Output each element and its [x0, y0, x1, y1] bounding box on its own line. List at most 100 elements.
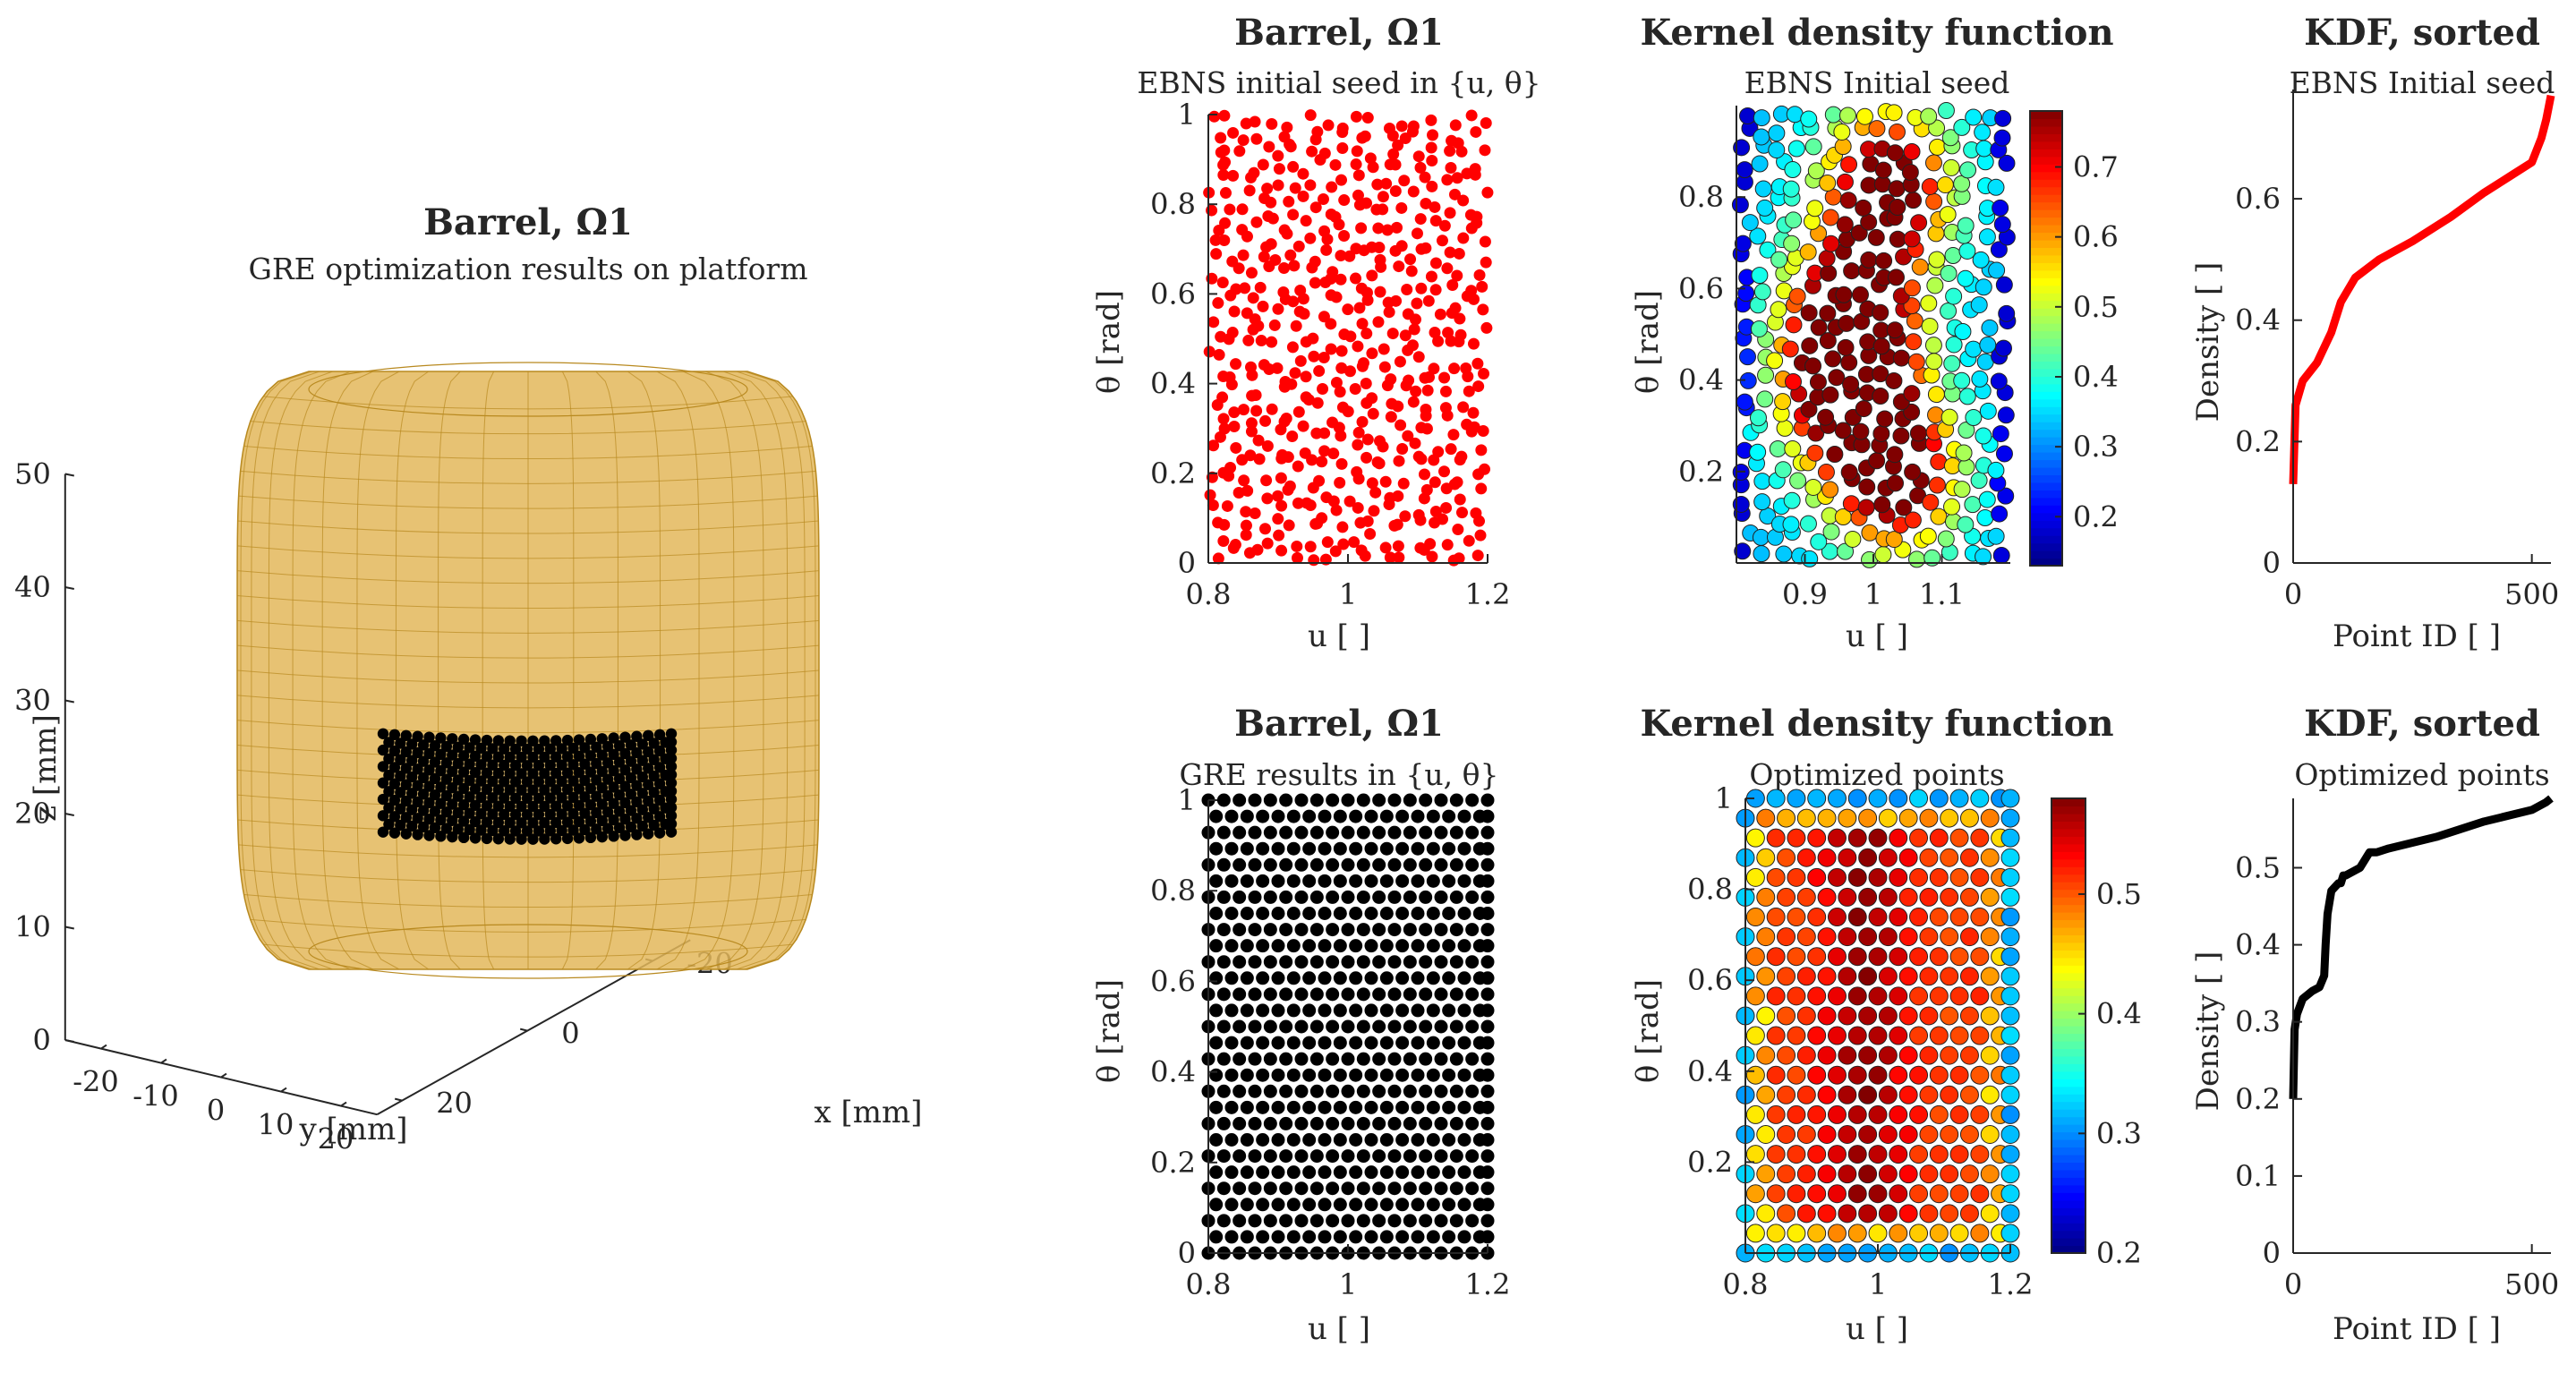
kdf-optimized-point	[1949, 1065, 1969, 1085]
gre-point	[1309, 793, 1324, 807]
gre-point	[1286, 1133, 1301, 1147]
gre-point	[1465, 890, 1480, 904]
y-tick-label: 0.2	[1150, 1146, 1196, 1180]
kdf-optimized-point	[1929, 1184, 1949, 1204]
patch-point	[608, 831, 619, 842]
patch-point	[383, 753, 395, 764]
gre-point	[1224, 1068, 1239, 1082]
kdf-initial-point	[1892, 349, 1910, 367]
kdf-initial-point	[1923, 549, 1941, 567]
seed-point	[1318, 352, 1330, 364]
seed-point	[1387, 148, 1400, 160]
patch-point	[625, 772, 637, 784]
x-tick-label: 0	[2284, 577, 2302, 611]
seed-point	[1292, 497, 1304, 509]
patch-point	[550, 735, 562, 746]
gre-point	[1248, 793, 1262, 807]
gre-point	[1240, 841, 1254, 856]
x-tick-mark	[394, 1097, 403, 1102]
colorbar-cell	[2051, 821, 2086, 830]
seed-point	[1380, 177, 1393, 190]
seed-point	[1261, 537, 1274, 550]
mesh-meridian	[736, 371, 806, 970]
patch-point	[464, 807, 475, 819]
gre-point	[1240, 1068, 1254, 1082]
gre-point	[1411, 1003, 1425, 1018]
kdf-optimized-point	[1889, 789, 1908, 808]
kdf-optimized-point	[1919, 1204, 1939, 1224]
kdf-optimized-point	[1745, 986, 1765, 1006]
seed-point	[1229, 539, 1241, 551]
patch-point	[469, 832, 482, 844]
seed-point	[1309, 201, 1322, 214]
patch-point	[561, 767, 574, 779]
seed-point	[1301, 497, 1313, 509]
patch-point	[539, 751, 550, 763]
gre-point	[1248, 1181, 1262, 1196]
x-tick-label: 500	[2504, 1267, 2559, 1301]
kdf-initial-point	[1738, 348, 1756, 366]
patch-point	[643, 795, 654, 807]
gre-point	[1209, 1068, 1224, 1082]
gre-point	[1271, 1198, 1285, 1212]
patch-point	[435, 814, 447, 826]
colorbar-cell	[2030, 376, 2062, 385]
seed-point	[1396, 442, 1409, 455]
colorbar-cell	[2051, 1040, 2086, 1049]
gre-point	[1411, 939, 1425, 953]
patch-point	[406, 804, 418, 815]
gre-point	[1294, 987, 1309, 1002]
seed-point	[1429, 284, 1442, 296]
kdf-optimized-point	[1817, 887, 1837, 907]
patch-point	[584, 831, 597, 844]
seed-point	[1277, 286, 1290, 298]
patch-point	[395, 738, 406, 749]
kdf-initial-point	[1976, 508, 1994, 526]
gre-point	[1356, 857, 1370, 872]
gre-point	[1480, 890, 1495, 904]
kdf-optimized-point	[1919, 887, 1939, 907]
patch-point	[388, 794, 401, 806]
colorbar-cell	[2030, 225, 2062, 234]
kdf-optimized-point	[1919, 1164, 1939, 1184]
seed-point	[1228, 420, 1241, 432]
patch-point	[499, 825, 510, 837]
patch-point	[665, 818, 678, 830]
kdf-initial-point	[1939, 206, 1957, 224]
patch-point	[412, 780, 423, 791]
seed-point	[1334, 386, 1346, 398]
y-tick-label: 0.4	[2235, 928, 2281, 962]
seed-point	[1283, 195, 1295, 208]
gre-point	[1449, 1116, 1463, 1130]
seed-point	[1406, 339, 1419, 352]
gre-point	[1372, 1116, 1386, 1130]
gre-point	[1457, 874, 1471, 888]
kdf-initial-point	[1994, 109, 2012, 127]
colorbar-cell	[2051, 926, 2086, 935]
seed-point	[1249, 115, 1261, 128]
seed-point	[1241, 484, 1254, 497]
x-tick-label: 1	[1339, 577, 1357, 611]
colorbar-cell	[2030, 505, 2062, 514]
seed-point	[1395, 201, 1408, 214]
seed-point	[1425, 270, 1437, 283]
kdf-initial-point	[1888, 123, 1906, 141]
kdf-initial-point	[1852, 422, 1870, 440]
kdf-optimized-point	[1777, 1204, 1796, 1224]
seed-point	[1318, 311, 1330, 323]
kdf-initial-point	[1732, 495, 1750, 513]
gre-point	[1403, 825, 1417, 840]
seed-point	[1210, 248, 1223, 260]
x-tick-label: 1	[1339, 1267, 1357, 1301]
gre-point	[1256, 1165, 1270, 1180]
seed-point	[1300, 391, 1312, 404]
y-tick-label: 0.2	[2235, 1082, 2281, 1116]
kdf-optimized-point	[1929, 1026, 1949, 1045]
patch-point	[608, 748, 619, 761]
gre-point	[1209, 1165, 1224, 1180]
gre-point	[1480, 987, 1495, 1002]
seed-point	[1245, 267, 1258, 279]
seed-point	[1463, 534, 1475, 547]
gre-point	[1286, 907, 1301, 920]
seed-point	[1455, 450, 1468, 463]
